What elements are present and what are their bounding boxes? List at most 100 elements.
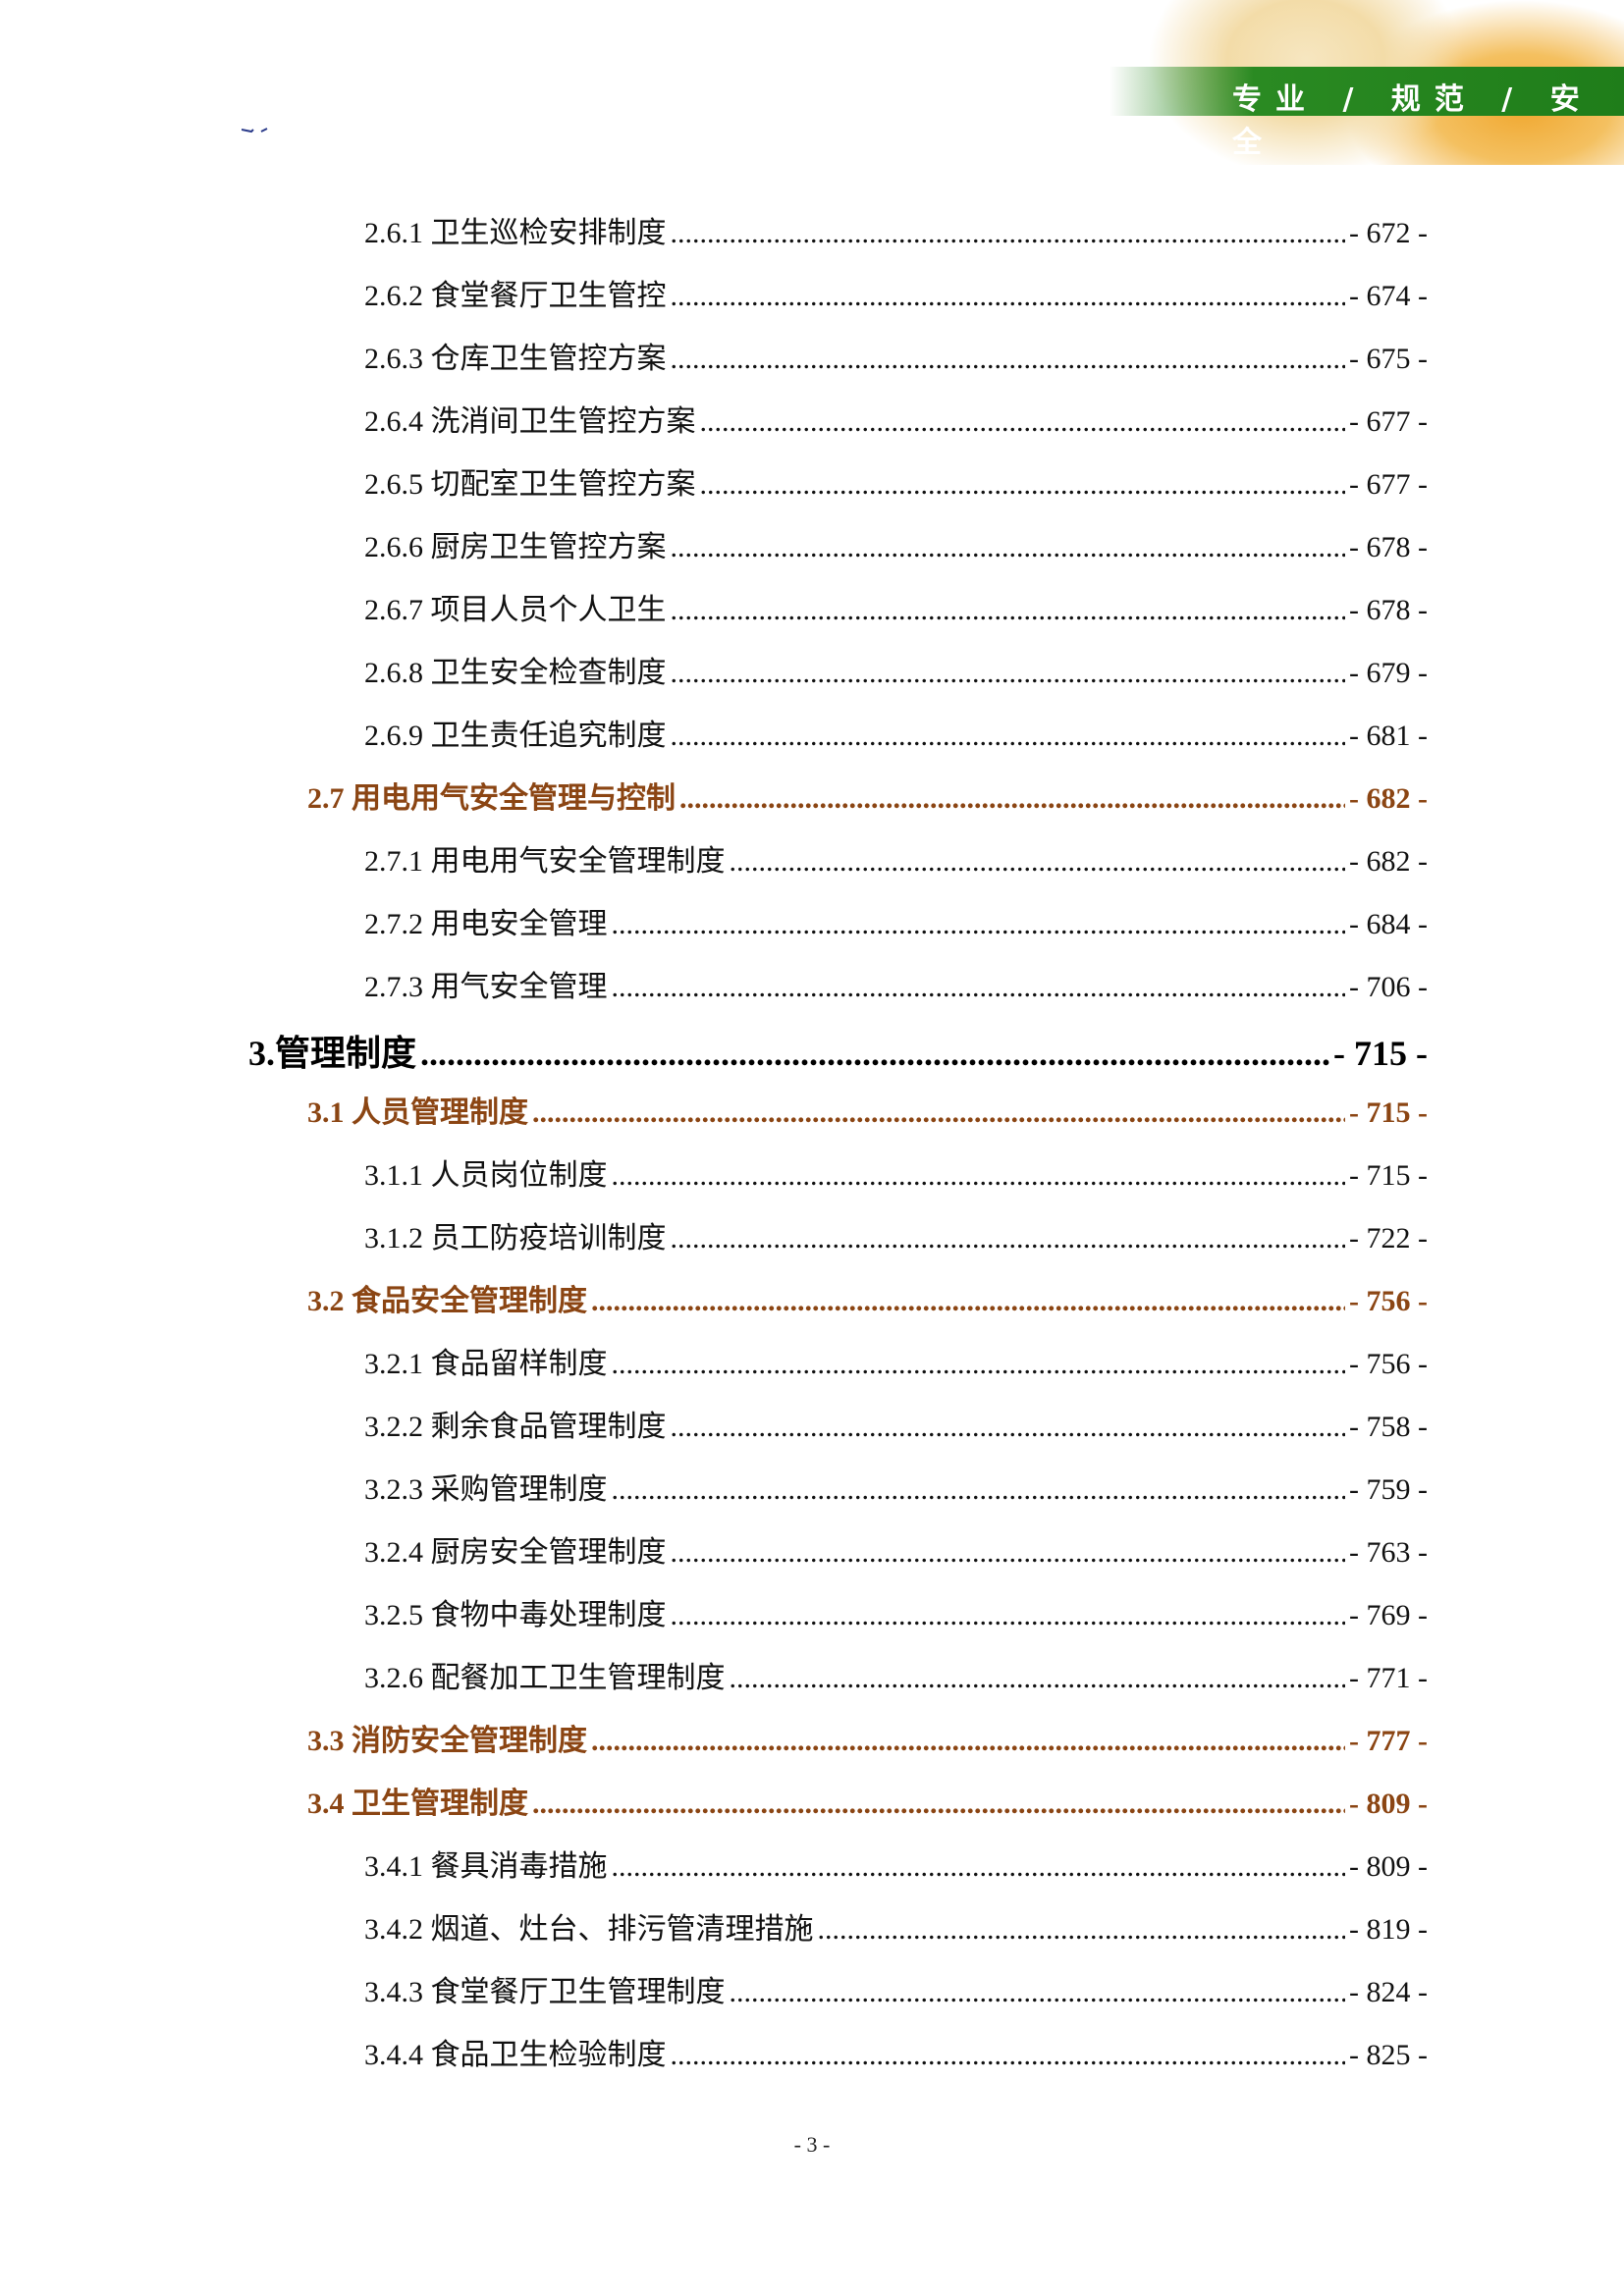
dot-leader — [671, 280, 1346, 313]
toc-entry-page: - 715 - — [1333, 1034, 1428, 1073]
toc-entry-page: - 706 - — [1349, 971, 1428, 1003]
dot-leader — [612, 908, 1346, 941]
toc-entry-title: 3.2.4 厨房安全管理制度 — [364, 1536, 667, 1569]
toc-entry[interactable]: 3.2.1 食品留样制度 - 756 - — [364, 1339, 1428, 1388]
dot-leader — [612, 971, 1346, 1004]
toc-entry[interactable]: 2.6.3 仓库卫生管控方案 - 675 - — [364, 334, 1428, 383]
toc-entry[interactable]: 3.4.2 烟道、灶台、排污管清理措施 - 819 - — [364, 1904, 1428, 1953]
toc-entry-title: 3.管理制度 — [248, 1034, 417, 1073]
dot-leader — [730, 1976, 1346, 2009]
toc-entry-page: - 678 - — [1349, 594, 1428, 626]
toc-entry-page: - 758 - — [1349, 1411, 1428, 1443]
dot-leader — [671, 594, 1346, 627]
toc-entry-page: - 672 - — [1349, 217, 1428, 249]
page-number: - 3 - — [793, 2132, 831, 2157]
dot-leader — [612, 1473, 1346, 1507]
toc-entry[interactable]: 3.1 人员管理制度 - 715 - — [307, 1088, 1428, 1137]
toc-entry[interactable]: 2.6.1 卫生巡检安排制度 - 672 - — [364, 208, 1428, 257]
toc-entry-page: - 763 - — [1349, 1536, 1428, 1569]
toc-entry[interactable]: 3.2.6 配餐加工卫生管理制度 - 771 - — [364, 1653, 1428, 1702]
toc-entry[interactable]: 3.2.4 厨房安全管理制度 - 763 - — [364, 1527, 1428, 1576]
toc-entry[interactable]: 3.1.2 员工防疫培训制度 - 722 - — [364, 1213, 1428, 1262]
dot-leader — [612, 1159, 1346, 1193]
dot-leader — [532, 1096, 1345, 1130]
dot-leader — [671, 343, 1346, 376]
toc-entry-page: - 684 - — [1349, 908, 1428, 940]
toc-entry-title: 2.6.9 卫生责任追究制度 — [364, 720, 667, 752]
toc-entry-title: 3.4.4 食品卫生检验制度 — [364, 2039, 667, 2071]
toc-entry-page: - 674 - — [1349, 280, 1428, 312]
toc-entry[interactable]: 2.6.7 项目人员个人卫生 - 678 - — [364, 585, 1428, 634]
toc-entry-title: 3.1.2 员工防疫培训制度 — [364, 1222, 667, 1255]
dot-leader — [671, 531, 1346, 564]
dot-leader — [591, 1285, 1345, 1318]
toc-entry-title: 3.4.2 烟道、灶台、排污管清理措施 — [364, 1913, 814, 1946]
dot-leader — [700, 405, 1346, 439]
header-banner-image: 专业 / 规范 / 安全 — [1110, 0, 1624, 165]
toc-entry-page: - 679 - — [1349, 657, 1428, 689]
toc-entry-title: 2.6.4 洗消间卫生管控方案 — [364, 405, 696, 438]
toc-entry-page: - 809 - — [1349, 1788, 1428, 1820]
toc-entry[interactable]: 3.2.2 剩余食品管理制度 - 758 - — [364, 1402, 1428, 1451]
toc-entry[interactable]: 3.1.1 人员岗位制度 - 715 - — [364, 1150, 1428, 1200]
toc-entry-title: 2.7.1 用电用气安全管理制度 — [364, 845, 726, 878]
toc-entry[interactable]: 2.6.4 洗消间卫生管控方案 - 677 - — [364, 397, 1428, 446]
toc-entry-title: 3.2.5 食物中毒处理制度 — [364, 1599, 667, 1631]
toc-entry[interactable]: 3.3 消防安全管理制度 - 777 - — [307, 1716, 1428, 1765]
toc-entry-page: - 677 - — [1349, 468, 1428, 501]
dot-leader — [591, 1725, 1345, 1758]
toc-entry-page: - 678 - — [1349, 531, 1428, 563]
toc-entry-page: - 777 - — [1349, 1725, 1428, 1757]
toc-entry[interactable]: 3.管理制度 - 715 - — [248, 1025, 1428, 1074]
toc-entry-title: 3.4.3 食堂餐厅卫生管理制度 — [364, 1976, 726, 2008]
toc-entry-title: 2.7.3 用气安全管理 — [364, 971, 608, 1003]
toc-entry-page: - 682 - — [1349, 782, 1428, 815]
toc-entry-page: - 771 - — [1349, 1662, 1428, 1694]
toc-entry[interactable]: 3.2 食品安全管理制度 - 756 - — [307, 1276, 1428, 1325]
slogan: 专业 / 规范 / 安全 — [1232, 82, 1594, 160]
toc-entry[interactable]: 2.6.6 厨房卫生管控方案 - 678 - — [364, 522, 1428, 571]
dot-leader — [671, 657, 1346, 690]
toc-entry-page: - 756 - — [1349, 1285, 1428, 1317]
dot-leader — [730, 845, 1346, 879]
toc-entry[interactable]: 2.6.8 卫生安全检查制度 - 679 - — [364, 648, 1428, 697]
toc-entry-title: 2.6.5 切配室卫生管控方案 — [364, 468, 696, 501]
toc-entry-page: - 769 - — [1349, 1599, 1428, 1631]
toc-entry-title: 3.1 人员管理制度 — [307, 1096, 528, 1129]
toc-entry[interactable]: 2.6.5 切配室卫生管控方案 - 677 - — [364, 459, 1428, 508]
toc-entry[interactable]: 2.6.2 食堂餐厅卫生管控 - 674 - — [364, 271, 1428, 320]
toc-entry[interactable]: 2.6.9 卫生责任追究制度 - 681 - — [364, 711, 1428, 760]
toc-entry-title: 2.7 用电用气安全管理与控制 — [307, 782, 676, 815]
toc-entry[interactable]: 3.2.3 采购管理制度 - 759 - — [364, 1465, 1428, 1514]
toc-entry[interactable]: 2.7.1 用电用气安全管理制度 - 682 - — [364, 836, 1428, 885]
logo-mark — [242, 128, 268, 133]
toc-entry-page: - 819 - — [1349, 1913, 1428, 1946]
toc-entry-title: 2.6.7 项目人员个人卫生 — [364, 594, 667, 626]
dot-leader — [730, 1662, 1346, 1695]
toc-entry-title: 3.2 食品安全管理制度 — [307, 1285, 587, 1317]
toc-entry-title: 2.7.2 用电安全管理 — [364, 908, 608, 940]
toc-entry-page: - 825 - — [1349, 2039, 1428, 2071]
toc-entry[interactable]: 3.4 卫生管理制度 - 809 - — [307, 1779, 1428, 1828]
toc-entry[interactable]: 2.7 用电用气安全管理与控制 - 682 - — [307, 774, 1428, 823]
toc-entry-title: 2.6.3 仓库卫生管控方案 — [364, 343, 667, 375]
toc-entry[interactable]: 2.7.3 用气安全管理 - 706 - — [364, 962, 1428, 1011]
toc-entry[interactable]: 3.4.3 食堂餐厅卫生管理制度 - 824 - — [364, 1967, 1428, 2016]
toc-entry-title: 3.3 消防安全管理制度 — [307, 1725, 587, 1757]
dot-leader — [671, 1222, 1346, 1255]
toc-entry-title: 3.2.1 食品留样制度 — [364, 1348, 608, 1380]
dot-leader — [671, 217, 1346, 250]
toc-entry-page: - 677 - — [1349, 405, 1428, 438]
toc-entry-page: - 722 - — [1349, 1222, 1428, 1255]
dot-leader — [420, 1033, 1329, 1074]
dot-leader — [671, 1411, 1346, 1444]
toc-entry-page: - 715 - — [1349, 1159, 1428, 1192]
toc-entry-title: 2.6.8 卫生安全检查制度 — [364, 657, 667, 689]
toc-entry[interactable]: 3.2.5 食物中毒处理制度 - 769 - — [364, 1590, 1428, 1639]
toc-entry-page: - 682 - — [1349, 845, 1428, 878]
dot-leader — [671, 720, 1346, 753]
toc-entry[interactable]: 3.4.1 餐具消毒措施 - 809 - — [364, 1842, 1428, 1891]
toc-entry-title: 2.6.2 食堂餐厅卫生管控 — [364, 280, 667, 312]
toc-entry[interactable]: 2.7.2 用电安全管理 - 684 - — [364, 899, 1428, 948]
toc-entry[interactable]: 3.4.4 食品卫生检验制度 - 825 - — [364, 2030, 1428, 2079]
